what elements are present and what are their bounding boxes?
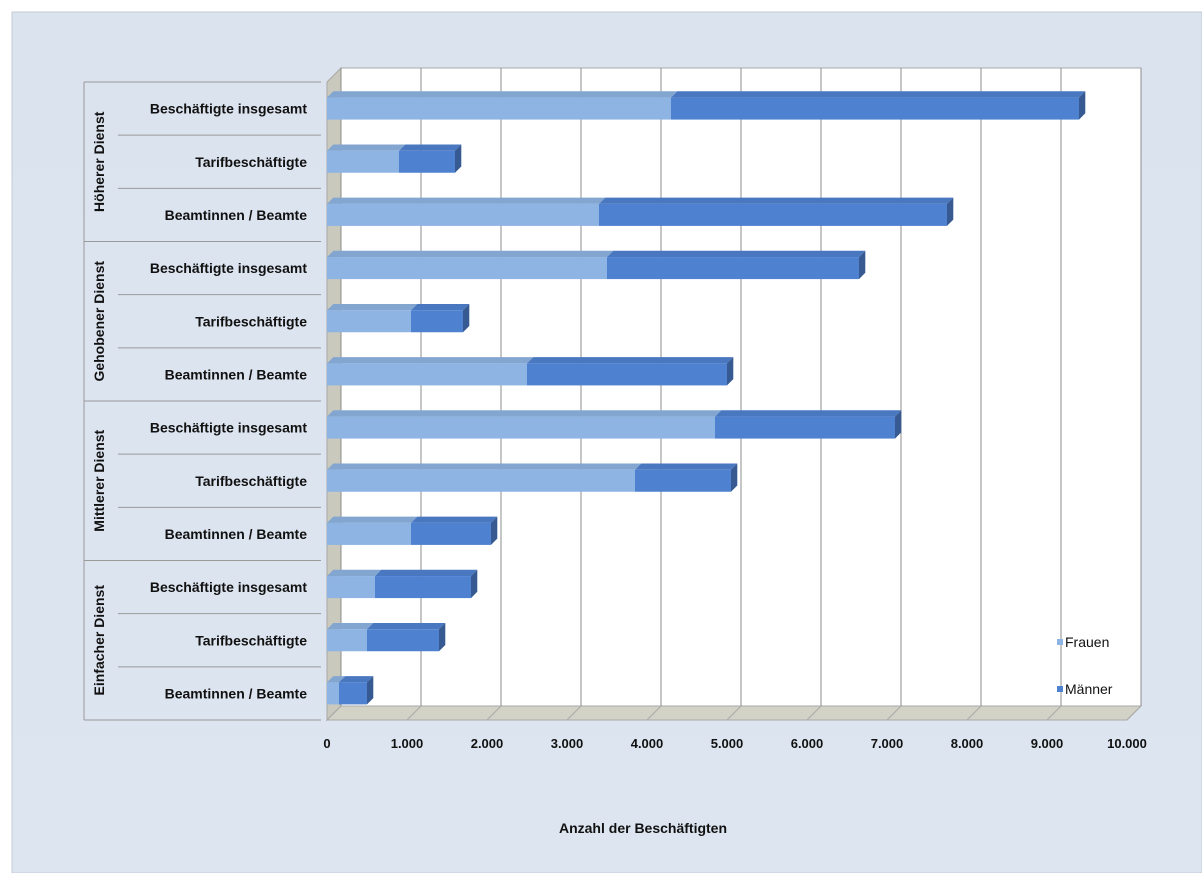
bar-männer <box>375 569 478 599</box>
category-label: Beschäftigte insgesamt <box>150 579 307 595</box>
bar-frauen <box>327 197 606 226</box>
category-label: Tarifbeschäftigte <box>195 154 307 170</box>
category-label: Beschäftigte insgesamt <box>150 420 307 436</box>
bar-frauen <box>327 622 374 652</box>
category-label: Beamtinnen / Beamte <box>165 207 308 223</box>
x-tick-label: 0 <box>323 736 330 751</box>
category-label: Tarifbeschäftigte <box>195 473 307 489</box>
floor-gridline <box>726 705 742 721</box>
legend-label: Männer <box>1065 681 1113 697</box>
bar-männer <box>339 676 374 705</box>
bar-männer <box>411 516 498 545</box>
bar-frauen <box>327 569 382 599</box>
category-label: Beamtinnen / Beamte <box>165 685 308 701</box>
legend-swatch <box>1057 686 1063 692</box>
x-axis-title: Anzahl der Beschäftigten <box>559 820 727 836</box>
floor-gridline <box>1046 705 1062 721</box>
category-label: Beamtinnen / Beamte <box>165 526 308 542</box>
floor-gridline <box>326 705 342 721</box>
bar-frauen <box>327 676 346 705</box>
group-label: Mittlerer Dienst <box>91 429 107 531</box>
floor-gridline <box>486 705 502 721</box>
bar-männer <box>411 303 470 333</box>
x-tick-label: 3.000 <box>551 736 584 751</box>
x-tick-label: 10.000 <box>1107 736 1147 751</box>
category-label: Beschäftigte insgesamt <box>150 101 307 117</box>
x-tick-label: 6.000 <box>791 736 824 751</box>
bar-frauen <box>327 357 534 386</box>
x-tick-label: 9.000 <box>1031 736 1064 751</box>
bar-männer <box>399 144 462 173</box>
x-tick-label: 4.000 <box>631 736 664 751</box>
floor-gridline <box>806 705 822 721</box>
bar-männer <box>635 463 738 492</box>
x-tick-label: 2.000 <box>471 736 504 751</box>
bar-frauen <box>327 144 406 173</box>
floor-gridline <box>566 705 582 721</box>
bar-frauen <box>327 91 678 120</box>
bar-männer <box>599 197 954 226</box>
x-tick-label: 5.000 <box>711 736 744 751</box>
bar-frauen <box>327 250 614 280</box>
bar-männer <box>671 91 1086 120</box>
floor-gridline <box>406 705 422 721</box>
category-label: Tarifbeschäftigte <box>195 632 307 648</box>
bar-frauen <box>327 463 642 492</box>
x-tick-label: 7.000 <box>871 736 904 751</box>
floor-gridline <box>1126 705 1142 721</box>
group-label: Einfacher Dienst <box>91 585 107 696</box>
legend-swatch <box>1057 639 1063 645</box>
group-label: Höherer Dienst <box>91 111 107 212</box>
category-label: Beamtinnen / Beamte <box>165 366 308 382</box>
bar-männer <box>367 622 446 652</box>
bar-männer <box>715 410 902 439</box>
floor-gridline <box>966 705 982 721</box>
bar-frauen <box>327 516 418 545</box>
group-label: Gehobener Dienst <box>91 261 107 382</box>
legend-label: Frauen <box>1065 634 1109 650</box>
x-tick-label: 1.000 <box>391 736 424 751</box>
bar-frauen <box>327 303 418 333</box>
bar-männer <box>527 357 734 386</box>
floor-gridline <box>886 705 902 721</box>
category-label: Tarifbeschäftigte <box>195 313 307 329</box>
bar-männer <box>607 250 866 280</box>
bar-frauen <box>327 410 722 439</box>
floor-gridline <box>646 705 662 721</box>
category-label: Beschäftigte insgesamt <box>150 260 307 276</box>
x-tick-label: 8.000 <box>951 736 984 751</box>
